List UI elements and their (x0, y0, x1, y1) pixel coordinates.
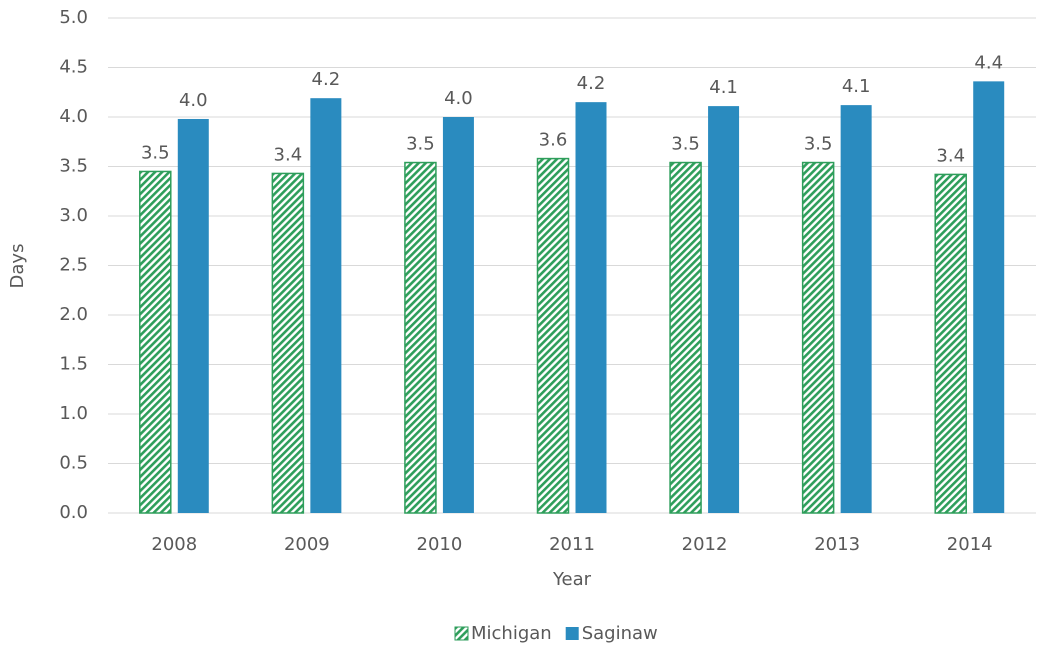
y-tick-label: 1.5 (59, 354, 88, 375)
x-tick-label: 2009 (284, 534, 330, 555)
bar (840, 105, 872, 514)
value-label: 3.6 (539, 130, 568, 151)
value-label: 4.2 (312, 69, 341, 90)
value-label: 4.0 (444, 88, 473, 109)
value-label: 3.5 (406, 134, 435, 155)
y-tick-label: 2.0 (59, 304, 88, 325)
y-tick-label: 3.5 (59, 156, 88, 177)
x-tick-label: 2010 (417, 534, 463, 555)
x-tick-label: 2008 (151, 534, 197, 555)
bar (177, 118, 209, 513)
x-axis-label: Year (552, 569, 592, 590)
y-tick-label: 4.5 (59, 57, 88, 78)
bar (536, 157, 570, 514)
y-axis-label: Days (7, 244, 28, 289)
legend-swatch (454, 626, 469, 641)
y-tick-label: 0.0 (59, 502, 88, 523)
legend-swatch (565, 627, 579, 640)
y-tick-label: 5.0 (59, 7, 88, 28)
bar (801, 161, 835, 514)
value-label: 4.0 (179, 90, 208, 111)
value-label: 3.4 (274, 144, 303, 165)
value-label: 4.2 (577, 73, 606, 94)
value-label: 3.5 (141, 142, 170, 163)
value-label: 4.4 (974, 52, 1003, 73)
x-tick-label: 2013 (814, 534, 860, 555)
x-tick-label: 2014 (947, 534, 993, 555)
y-tick-label: 1.0 (59, 403, 88, 424)
bar (973, 81, 1005, 514)
x-tick-label: 2012 (682, 534, 728, 555)
value-label: 4.1 (709, 77, 738, 98)
bar (139, 170, 172, 514)
value-label: 4.1 (842, 76, 871, 97)
y-tick-label: 3.0 (59, 205, 88, 226)
bar (708, 106, 740, 514)
bar (934, 173, 967, 514)
x-tick-label: 2011 (549, 534, 595, 555)
bar (442, 117, 474, 513)
y-tick-label: 0.5 (59, 453, 88, 474)
bar (404, 161, 437, 514)
value-label: 3.4 (936, 145, 965, 166)
y-tick-label: 2.5 (59, 255, 88, 276)
y-tick-label: 4.0 (59, 106, 88, 127)
legend-label: Michigan (471, 623, 552, 644)
bar (669, 161, 702, 514)
bar (271, 172, 305, 514)
value-label: 3.5 (671, 134, 700, 155)
value-label: 3.5 (804, 134, 833, 155)
bar (575, 102, 607, 514)
bar (310, 98, 342, 513)
legend-label: Saginaw (582, 623, 658, 644)
